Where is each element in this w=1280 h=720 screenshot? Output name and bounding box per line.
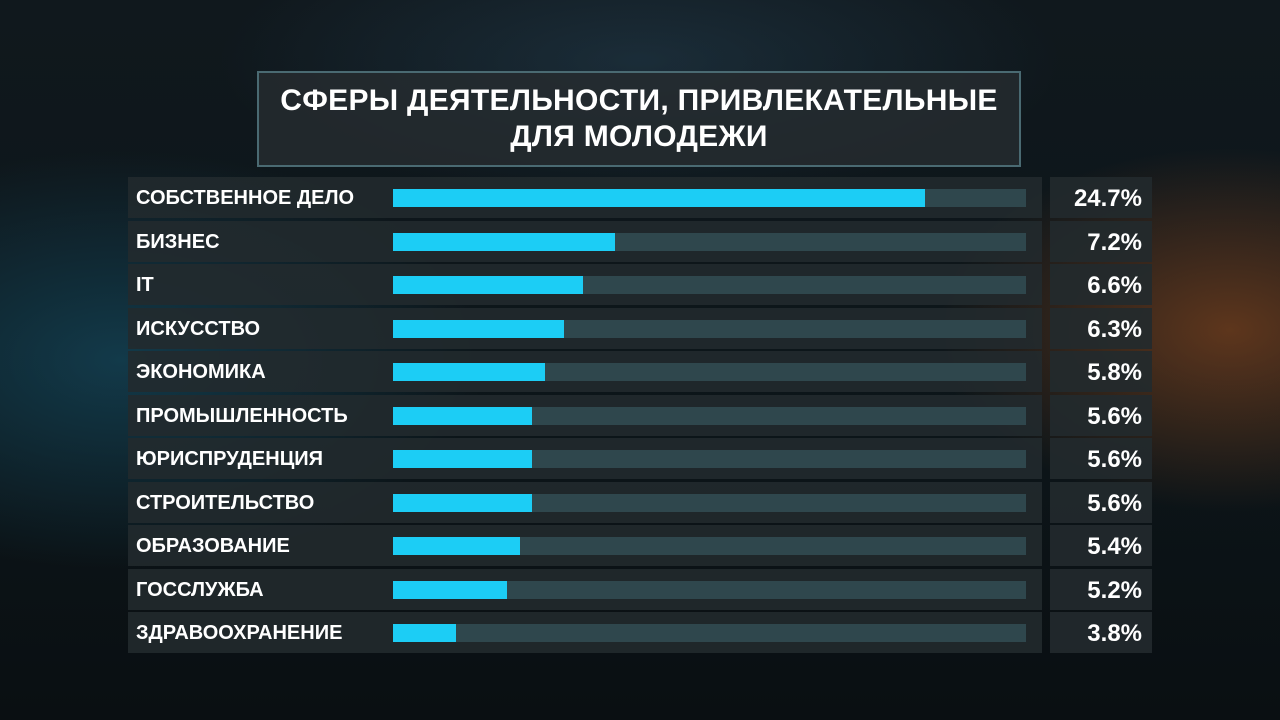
bar bbox=[393, 450, 532, 468]
chart-title: СФЕРЫ ДЕЯТЕЛЬНОСТИ, ПРИВЛЕКАТЕЛЬНЫЕ ДЛЯ … bbox=[280, 84, 998, 153]
chart-row-panel: ГОССЛУЖБА bbox=[128, 568, 1042, 610]
value-label: 5.4% bbox=[1087, 533, 1142, 560]
bar-track bbox=[393, 493, 1026, 512]
value-label: 5.6% bbox=[1087, 446, 1142, 473]
chart-row: ГОССЛУЖБА 5.2% bbox=[128, 568, 1152, 610]
category-label: ИСКУССТВО bbox=[136, 317, 261, 340]
bar-track bbox=[393, 319, 1026, 338]
bar bbox=[393, 319, 564, 338]
bar-track bbox=[393, 276, 1026, 294]
bar bbox=[393, 363, 545, 381]
chart-row: ПРОМЫШЛЕННОСТЬ 5.6% bbox=[128, 394, 1152, 436]
bar bbox=[393, 276, 583, 294]
value-box: 5.6% bbox=[1050, 438, 1152, 479]
value-label: 6.6% bbox=[1087, 272, 1142, 299]
chart-row: ЮРИСПРУДЕНЦИЯ 5.6% bbox=[128, 438, 1152, 479]
bar bbox=[393, 624, 456, 642]
chart-row-panel: ПРОМЫШЛЕННОСТЬ bbox=[128, 394, 1042, 436]
category-label: ГОССЛУЖБА bbox=[136, 578, 264, 601]
chart-row: ОБРАЗОВАНИЕ 5.4% bbox=[128, 525, 1152, 566]
chart-row: СОБСТВЕННОЕ ДЕЛО 24.7% bbox=[128, 177, 1152, 218]
bar-track bbox=[393, 450, 1026, 468]
chart-row: IT 6.6% bbox=[128, 264, 1152, 305]
bar-track bbox=[393, 624, 1026, 642]
category-label: IT bbox=[136, 274, 154, 296]
bar bbox=[393, 232, 615, 251]
chart-row-panel: СОБСТВЕННОЕ ДЕЛО bbox=[128, 177, 1042, 218]
value-box: 5.4% bbox=[1050, 525, 1152, 566]
value-label: 5.6% bbox=[1087, 489, 1142, 517]
bar-track bbox=[393, 406, 1026, 425]
value-box: 24.7% bbox=[1050, 177, 1152, 218]
chart-row: СТРОИТЕЛЬСТВО 5.6% bbox=[128, 481, 1152, 523]
value-label: 5.2% bbox=[1087, 576, 1142, 604]
bar bbox=[393, 406, 532, 425]
bar-track bbox=[393, 232, 1026, 251]
chart-row-panel: ИСКУССТВО bbox=[128, 307, 1042, 349]
value-label: 6.3% bbox=[1087, 315, 1142, 343]
bar bbox=[393, 537, 520, 555]
category-label: ЭКОНОМИКА bbox=[136, 361, 266, 383]
value-label: 5.6% bbox=[1087, 402, 1142, 430]
bar-track bbox=[393, 580, 1026, 599]
chart-row-panel: СТРОИТЕЛЬСТВО bbox=[128, 481, 1042, 523]
category-label: ОБРАЗОВАНИЕ bbox=[136, 535, 290, 557]
category-label: БИЗНЕС bbox=[136, 230, 220, 253]
chart-row: ЗДРАВООХРАНЕНИЕ 3.8% bbox=[128, 612, 1152, 653]
value-label: 7.2% bbox=[1087, 228, 1142, 256]
value-label: 24.7% bbox=[1073, 185, 1142, 212]
chart-row-panel: БИЗНЕС bbox=[128, 220, 1042, 262]
value-box: 6.3% bbox=[1050, 307, 1152, 349]
category-label: ПРОМЫШЛЕННОСТЬ bbox=[136, 404, 348, 427]
value-box: 5.6% bbox=[1050, 481, 1152, 523]
value-box: 5.6% bbox=[1050, 394, 1152, 436]
value-label: 3.8% bbox=[1087, 620, 1142, 647]
category-label: ЮРИСПРУДЕНЦИЯ bbox=[136, 448, 324, 470]
value-box: 5.2% bbox=[1050, 568, 1152, 610]
chart-row: ЭКОНОМИКА 5.8% bbox=[128, 351, 1152, 392]
bar bbox=[393, 493, 532, 512]
chart-title-box: СФЕРЫ ДЕЯТЕЛЬНОСТИ, ПРИВЛЕКАТЕЛЬНЫЕ ДЛЯ … bbox=[257, 71, 1021, 167]
value-box: 7.2% bbox=[1050, 220, 1152, 262]
bar bbox=[393, 580, 507, 599]
chart-row: БИЗНЕС 7.2% bbox=[128, 220, 1152, 262]
bar bbox=[393, 189, 925, 207]
chart-row-panel: ЗДРАВООХРАНЕНИЕ bbox=[128, 612, 1042, 653]
bar-track bbox=[393, 537, 1026, 555]
chart-row: ИСКУССТВО 6.3% bbox=[128, 307, 1152, 349]
bar-track bbox=[393, 363, 1026, 381]
bar-chart: СОБСТВЕННОЕ ДЕЛО 24.7% БИЗНЕС 7.2% IT 6.6% ИСК… bbox=[128, 177, 1152, 656]
chart-row-panel: IT bbox=[128, 264, 1042, 305]
value-label: 5.8% bbox=[1087, 359, 1142, 386]
bar-track bbox=[393, 189, 1026, 207]
category-label: СОБСТВЕННОЕ ДЕЛО bbox=[136, 187, 355, 209]
chart-row-panel: ОБРАЗОВАНИЕ bbox=[128, 525, 1042, 566]
value-box: 3.8% bbox=[1050, 612, 1152, 653]
value-box: 5.8% bbox=[1050, 351, 1152, 392]
category-label: ЗДРАВООХРАНЕНИЕ bbox=[136, 622, 343, 644]
value-box: 6.6% bbox=[1050, 264, 1152, 305]
category-label: СТРОИТЕЛЬСТВО bbox=[136, 491, 315, 514]
chart-row-panel: ЭКОНОМИКА bbox=[128, 351, 1042, 392]
chart-row-panel: ЮРИСПРУДЕНЦИЯ bbox=[128, 438, 1042, 479]
